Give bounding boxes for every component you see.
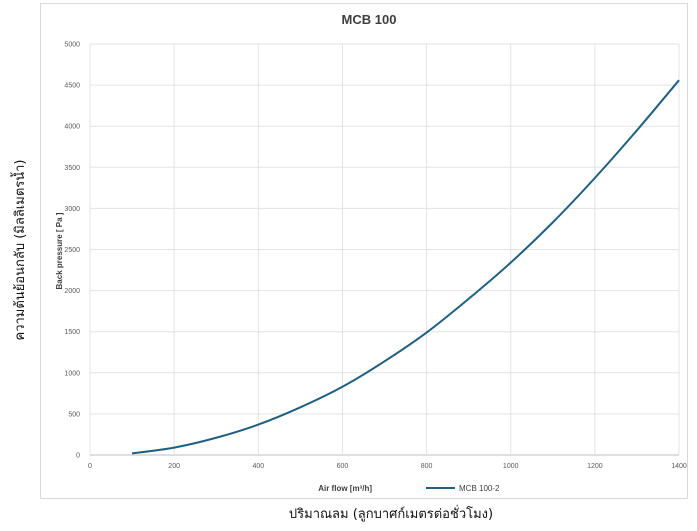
x-tick-label: 1000 (503, 463, 519, 470)
x-tick-label: 0 (88, 463, 92, 470)
y-tick-label: 5000 (64, 42, 80, 49)
legend-label: MCB 100-2 (459, 484, 500, 493)
y-tick-label: 4000 (64, 124, 80, 131)
x-tick-label: 400 (252, 463, 264, 470)
tick-labels: 0500100015002000250030003500400045005000… (64, 42, 686, 471)
series-layer (131, 79, 680, 455)
x-tick-label: 1400 (671, 463, 687, 470)
y-tick-label: 4500 (64, 83, 80, 90)
y-tick-label: 3500 (64, 165, 80, 172)
grid (89, 43, 680, 456)
y-axis-title: Back pressure [ Pa ] (55, 212, 64, 289)
chart-title: MCB 100 (342, 12, 397, 27)
y-tick-label: 2000 (64, 288, 80, 295)
y-tick-label: 1500 (64, 329, 80, 336)
chart-frame (40, 3, 688, 499)
x-axis-title: Air flow [m³/h] (318, 484, 372, 493)
y-tick-label: 0 (76, 453, 80, 460)
y-tick-label: 1000 (64, 370, 80, 377)
x-tick-label: 600 (337, 463, 349, 470)
x-tick-label: 1200 (587, 463, 603, 470)
x-tick-label: 200 (168, 463, 180, 470)
series-line (131, 79, 680, 455)
y-tick-label: 500 (68, 411, 80, 418)
outer-x-label: ปริมาณลม (ลูกบาศก์เมตรต่อชั่วโมง) (289, 505, 493, 522)
x-tick-label: 800 (421, 463, 433, 470)
y-tick-label: 3000 (64, 206, 80, 213)
y-tick-label: 2500 (64, 247, 80, 254)
outer-y-label: ความต้นย้อนกลับ (มิลลิเมตรน้ำ) (10, 160, 28, 341)
